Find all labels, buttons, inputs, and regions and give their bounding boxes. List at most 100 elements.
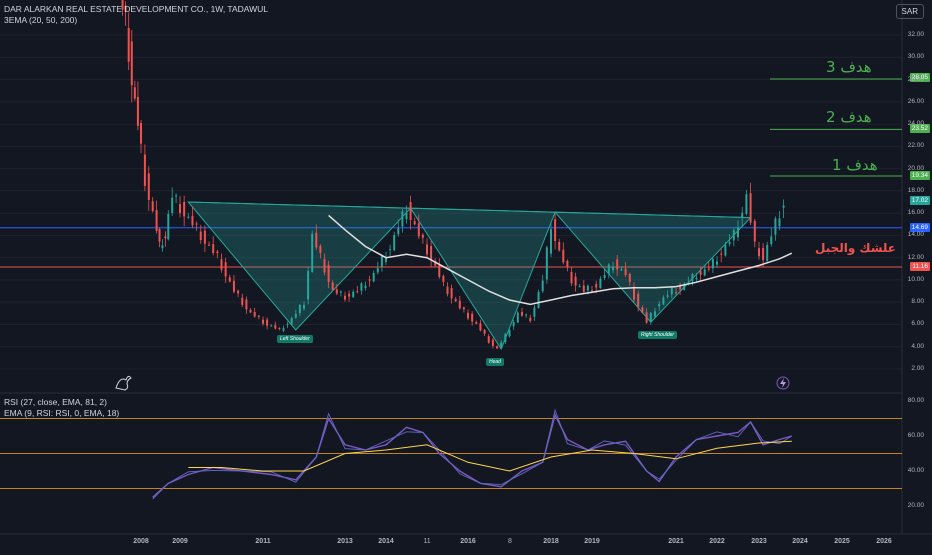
x-tick-label: 2021 — [668, 538, 684, 545]
candle-body — [319, 245, 322, 254]
candle-body — [774, 218, 777, 235]
y-tick-label: 6.00 — [911, 320, 924, 328]
candle-body — [616, 259, 619, 270]
y-tick-label: 32.00 — [907, 31, 924, 38]
candle-body — [430, 245, 433, 261]
candle-body — [446, 286, 449, 295]
support-price-tag: 11.16 — [910, 262, 930, 271]
candle-body — [554, 219, 557, 242]
candle-body — [570, 272, 573, 284]
candle-body — [504, 333, 507, 343]
candle-body — [413, 221, 416, 225]
x-tick-label: 11 — [423, 538, 431, 545]
candle-body — [699, 270, 702, 275]
candle-body — [393, 235, 396, 251]
candles-group — [121, 0, 785, 349]
candle-body — [161, 245, 164, 249]
candle-body — [323, 259, 326, 273]
candle-body — [516, 312, 519, 323]
y-tick-label: 18.00 — [907, 186, 924, 194]
lightning-icon — [776, 376, 790, 390]
currency-button[interactable]: SAR — [895, 4, 924, 19]
candle-body — [257, 315, 260, 317]
candle-body — [385, 257, 387, 262]
candle-body — [224, 262, 227, 277]
candle-body — [550, 229, 552, 254]
candle-body — [595, 284, 598, 288]
candle-body — [199, 231, 202, 241]
y-tick-label: 20.00 — [907, 164, 924, 172]
candle-body — [298, 304, 301, 314]
candle-body — [421, 234, 424, 238]
rsi-y-tick-label: 20.00 — [907, 502, 924, 509]
candle-body — [724, 244, 727, 256]
candle-body — [496, 346, 499, 349]
candle-body — [348, 293, 351, 297]
candle-body — [335, 289, 338, 294]
x-tick-label: 2014 — [378, 538, 394, 545]
candle-body — [603, 275, 606, 279]
candle-body — [237, 290, 240, 294]
candle-body — [262, 319, 264, 324]
ema-indicator-label: 3EMA (20, 50, 200) — [4, 15, 78, 25]
candle-body — [397, 228, 400, 235]
x-tick-label: 2013 — [337, 538, 353, 545]
candle-body — [483, 329, 486, 334]
candle-body — [578, 286, 581, 288]
candle-body — [695, 277, 698, 280]
candle-body — [175, 195, 178, 197]
candle-body — [151, 201, 154, 212]
tradingview-logo-icon — [115, 375, 132, 391]
x-tick-label: 2019 — [584, 538, 600, 545]
candle-body — [732, 230, 735, 241]
candle-body — [545, 247, 548, 280]
candle-body — [344, 295, 346, 300]
candle-body — [574, 276, 577, 286]
candle-body — [282, 328, 285, 331]
candle-body — [707, 268, 710, 270]
candle-body — [782, 205, 785, 208]
candle-body — [762, 247, 765, 261]
candle-body — [179, 204, 181, 214]
candle-body — [508, 330, 511, 337]
candle-body — [566, 260, 569, 267]
x-tick-label: 2008 — [133, 538, 149, 545]
candle-body — [607, 264, 610, 274]
rsi-ema-line — [188, 440, 792, 472]
candle-body — [770, 236, 773, 245]
candle-body — [529, 317, 532, 322]
candle-body — [147, 173, 150, 201]
candle-body — [290, 318, 293, 325]
y-tick-label: 22.00 — [907, 142, 924, 150]
candle-body — [628, 273, 631, 282]
candle-body — [599, 278, 602, 289]
candle-body — [525, 314, 528, 316]
candle-body — [442, 275, 445, 282]
candle-body — [253, 312, 256, 317]
candle-body — [683, 284, 686, 290]
candle-body — [136, 96, 139, 126]
head-label: Head — [486, 358, 504, 366]
rsi-indicator-label: RSI (27, close, EMA, 81, 2) — [4, 397, 107, 407]
y-tick-label: 26.00 — [907, 97, 924, 105]
candle-body — [641, 307, 644, 313]
candle-body — [654, 311, 656, 317]
candle-body — [241, 297, 244, 305]
candle-body — [140, 122, 142, 144]
x-tick-label: 2009 — [172, 538, 188, 545]
candle-body — [487, 336, 490, 343]
x-tick-label: 2024 — [792, 538, 808, 545]
candle-body — [245, 299, 248, 310]
candle-body — [266, 319, 269, 326]
neckline-price-tag: 14.69 — [909, 223, 930, 232]
candle-body — [195, 223, 198, 225]
x-tick-label: 2011 — [255, 538, 271, 545]
x-tick-label: 2025 — [834, 538, 850, 545]
y-tick-label: 4.00 — [911, 342, 924, 350]
candle-body — [405, 213, 408, 220]
candle-body — [475, 322, 478, 324]
candle-body — [339, 291, 342, 293]
candle-body — [687, 282, 690, 284]
candle-body — [716, 261, 718, 265]
